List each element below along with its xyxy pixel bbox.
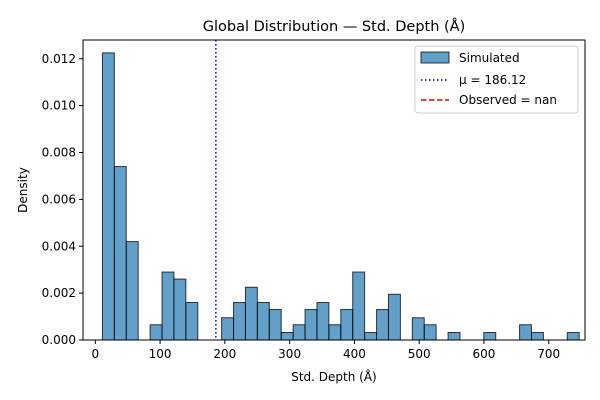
legend: Simulated μ = 186.12 Observed = nan <box>414 45 579 114</box>
histogram-bar <box>304 309 318 341</box>
chart-title: Global Distribution — Std. Depth (Å) <box>203 18 466 35</box>
y-tick-label: 0.004 <box>42 239 76 253</box>
histogram-bar <box>376 309 389 341</box>
histogram-bar <box>364 332 378 341</box>
y-axis-ticks: 0.000 0.002 0.004 0.006 0.008 0.010 0.012 <box>42 52 83 347</box>
x-tick-label: 700 <box>537 347 560 361</box>
legend-swatch-simulated <box>420 51 450 64</box>
histogram-bar <box>566 332 580 341</box>
x-axis-ticks: 0 100 200 300 400 500 600 700 <box>91 340 560 361</box>
histogram-bar <box>161 271 175 341</box>
histogram-bar <box>423 324 437 341</box>
y-tick-label: 0.006 <box>42 192 76 206</box>
histogram-bar <box>113 166 127 341</box>
x-tick-label: 200 <box>213 347 236 361</box>
y-tick-label: 0.008 <box>42 146 76 160</box>
histogram-bars <box>101 52 580 341</box>
histogram-bar <box>328 324 342 341</box>
histogram-bar <box>387 293 401 341</box>
histogram-bar <box>221 317 235 341</box>
histogram-bar <box>173 278 187 341</box>
histogram-bar <box>101 52 115 341</box>
legend-label-observed: Observed = nan <box>459 93 557 107</box>
x-tick-label: 500 <box>408 347 431 361</box>
legend-label-mean: μ = 186.12 <box>459 73 526 87</box>
histogram-bar <box>483 332 497 341</box>
plot-frame <box>82 39 586 341</box>
y-tick-label: 0.002 <box>42 286 76 300</box>
histogram-bar <box>411 317 425 341</box>
y-tick-label: 0.000 <box>42 333 76 347</box>
legend-label-simulated: Simulated <box>459 51 520 65</box>
y-axis-label: Density <box>16 167 30 213</box>
histogram-bar <box>256 302 270 341</box>
histogram-bar <box>530 332 544 341</box>
histogram-bar <box>447 332 461 341</box>
histogram-bar <box>185 302 199 341</box>
x-tick-label: 300 <box>278 347 301 361</box>
histogram-bar <box>352 271 366 341</box>
histogram-bar <box>292 324 306 341</box>
histogram-bar <box>268 309 282 341</box>
histogram-bar <box>233 302 246 341</box>
x-tick-label: 0 <box>91 347 99 361</box>
histogram-bar <box>316 302 330 341</box>
legend-box <box>414 45 579 114</box>
x-axis-label: Std. Depth (Å) <box>291 369 377 384</box>
histogram-bar <box>149 324 163 341</box>
histogram-bar <box>280 332 294 341</box>
histogram-bar <box>244 286 258 341</box>
histogram-bar <box>340 309 354 341</box>
histogram-bar <box>125 241 139 341</box>
x-tick-label: 400 <box>343 347 366 361</box>
x-tick-label: 600 <box>472 347 495 361</box>
y-tick-label: 0.010 <box>42 99 76 113</box>
y-tick-label: 0.012 <box>42 52 76 66</box>
x-tick-label: 100 <box>149 347 172 361</box>
histogram-bar <box>519 324 532 341</box>
